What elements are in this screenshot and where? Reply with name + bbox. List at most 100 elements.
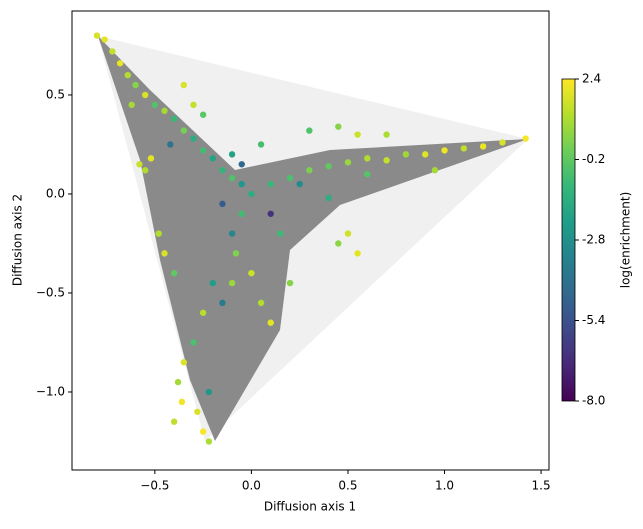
point (354, 131, 361, 138)
point (306, 127, 313, 134)
plot-frame (71, 10, 550, 471)
point (199, 111, 207, 118)
point (286, 174, 294, 182)
point (286, 279, 294, 287)
point (238, 210, 245, 217)
point (219, 200, 226, 208)
points (93, 32, 529, 445)
point (364, 155, 371, 162)
x-axis-label: Diffusion axis 1 (264, 500, 356, 514)
point (325, 163, 332, 170)
point (205, 388, 213, 396)
point (167, 141, 174, 148)
point (228, 174, 236, 182)
point (199, 428, 207, 435)
x-tick-label: 1.0 (435, 479, 454, 493)
point (267, 319, 274, 326)
point (522, 135, 529, 142)
colorbar (561, 78, 576, 402)
point (248, 269, 255, 277)
point (364, 170, 371, 178)
point (354, 250, 361, 257)
point (124, 71, 132, 79)
x-tick-label: 0.0 (242, 479, 261, 493)
point (180, 81, 188, 89)
point (194, 408, 201, 415)
point (155, 230, 162, 237)
point (101, 36, 108, 43)
colorbar-tick-label: -0.2 (582, 152, 605, 166)
point (141, 167, 149, 174)
x-tick-label: −0.5 (140, 479, 169, 493)
point (383, 157, 390, 164)
point (174, 378, 182, 386)
point (141, 91, 149, 99)
y-axis-label: Diffusion axis 2 (11, 194, 25, 286)
point (335, 240, 342, 247)
point (190, 339, 197, 346)
point (190, 101, 197, 109)
point (109, 48, 116, 55)
point (161, 250, 168, 257)
point (180, 359, 188, 366)
y-tick-label: 0.5 (46, 87, 65, 101)
point (460, 145, 468, 152)
point (344, 159, 352, 166)
y-tick-label: −0.5 (36, 285, 65, 299)
point (209, 279, 216, 287)
point (136, 161, 143, 168)
point (422, 151, 429, 158)
point (267, 180, 274, 188)
point (232, 250, 240, 257)
point (228, 279, 236, 287)
graph-edges (98, 36, 528, 441)
point (178, 398, 186, 406)
point (248, 190, 255, 198)
point (479, 143, 487, 150)
point (132, 81, 139, 89)
point (228, 230, 236, 237)
point (402, 151, 410, 158)
point (257, 299, 265, 307)
point (170, 418, 178, 425)
colorbar-label: log(enrichment) (619, 192, 633, 289)
point (147, 155, 155, 162)
point (170, 269, 178, 277)
colorbar-tick-label: -2.8 (582, 233, 605, 247)
point (335, 123, 342, 130)
y-tick-label: −1.0 (36, 384, 65, 398)
point (267, 210, 274, 217)
point (344, 230, 352, 237)
x-tick-label: 0.5 (338, 479, 357, 493)
point (499, 139, 506, 146)
point (180, 127, 188, 134)
point (205, 438, 213, 445)
point (199, 147, 207, 154)
point (151, 101, 159, 109)
colorbar-tick-label: 2.4 (582, 72, 601, 86)
point (325, 194, 332, 202)
point (257, 141, 265, 148)
point (116, 60, 124, 67)
point (277, 230, 284, 237)
point (431, 167, 439, 174)
point (238, 161, 245, 168)
colorbar-tick-label: -5.4 (582, 313, 605, 327)
colorbar-tick-label: -8.0 (582, 394, 605, 408)
point (219, 167, 226, 174)
point (219, 299, 226, 307)
point (238, 180, 245, 188)
point (383, 131, 390, 138)
point (441, 147, 448, 154)
point (199, 309, 207, 316)
point (228, 151, 236, 158)
point (161, 107, 168, 114)
point (128, 101, 135, 109)
point (306, 167, 313, 174)
point (93, 32, 101, 39)
point (170, 115, 178, 122)
point (209, 155, 216, 162)
point (296, 180, 303, 188)
x-tick-label: 1.5 (532, 479, 551, 493)
